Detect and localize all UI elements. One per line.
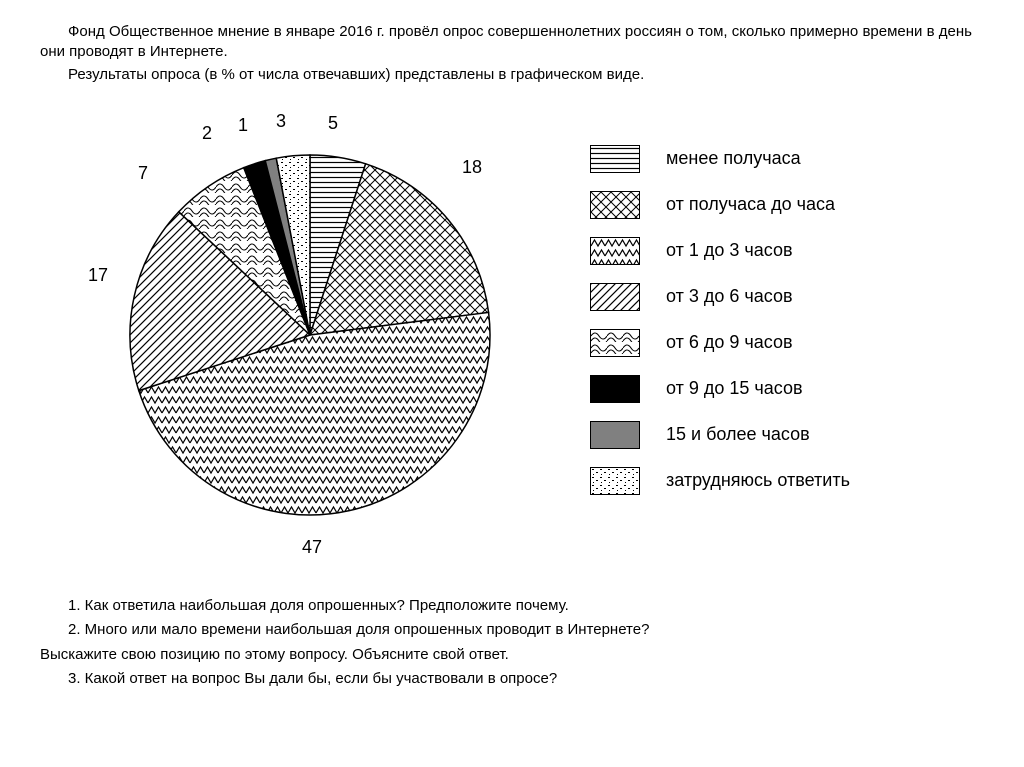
pie-container: 5 18 47 17 7 2 1 3 <box>40 105 560 565</box>
legend-label-4: от 6 до 9 часов <box>666 332 793 353</box>
legend-label-7: затрудняюсь ответить <box>666 470 850 491</box>
intro-text: Фонд Общественное мнение в январе 2016 г… <box>40 22 984 85</box>
legend-row-6: 15 и более часов <box>590 421 850 449</box>
slice-label-2: 47 <box>302 537 322 558</box>
legend-swatch-3 <box>590 283 640 311</box>
legend-swatch-2 <box>590 237 640 265</box>
intro-line-1: Фонд Общественное мнение в январе 2016 г… <box>40 22 984 63</box>
legend-row-4: от 6 до 9 часов <box>590 329 850 357</box>
slice-label-6: 1 <box>238 115 248 136</box>
question-1: 1. Как ответила наибольшая доля опрошенн… <box>40 595 984 618</box>
pie-chart <box>120 145 500 525</box>
slice-label-0: 5 <box>328 113 338 134</box>
questions: 1. Как ответила наибольшая доля опрошенн… <box>40 595 984 691</box>
legend-swatch-5 <box>590 375 640 403</box>
legend-swatch-4 <box>590 329 640 357</box>
legend-row-3: от 3 до 6 часов <box>590 283 850 311</box>
question-2b: Выскажите свою позицию по этому вопросу.… <box>40 644 984 667</box>
legend-label-6: 15 и более часов <box>666 424 810 445</box>
legend-label-0: менее получаса <box>666 148 801 169</box>
legend-swatch-6 <box>590 421 640 449</box>
legend-label-2: от 1 до 3 часов <box>666 240 793 261</box>
legend-row-1: от получаса до часа <box>590 191 850 219</box>
chart-area: 5 18 47 17 7 2 1 3 менее получаса от получаса до… <box>40 105 984 565</box>
legend-row-2: от 1 до 3 часов <box>590 237 850 265</box>
question-2a: 2. Много или мало времени наибольшая дол… <box>40 619 984 642</box>
legend-swatch-7 <box>590 467 640 495</box>
legend-label-3: от 3 до 6 часов <box>666 286 793 307</box>
legend-label-1: от получаса до часа <box>666 194 835 215</box>
legend-swatch-1 <box>590 191 640 219</box>
slice-label-7: 3 <box>276 111 286 132</box>
legend-row-7: затрудняюсь ответить <box>590 467 850 495</box>
legend-swatch-0 <box>590 145 640 173</box>
slice-label-5: 2 <box>202 123 212 144</box>
slice-label-3: 17 <box>88 265 108 286</box>
legend: менее получаса от получаса до часа от 1 до… <box>590 145 850 513</box>
slice-label-1: 18 <box>462 157 482 178</box>
question-3: 3. Какой ответ на вопрос Вы дали бы, есл… <box>40 668 984 691</box>
legend-label-5: от 9 до 15 часов <box>666 378 803 399</box>
intro-line-2: Результаты опроса (в % от числа отвечавш… <box>40 65 984 85</box>
legend-row-0: менее получаса <box>590 145 850 173</box>
slice-label-4: 7 <box>138 163 148 184</box>
legend-row-5: от 9 до 15 часов <box>590 375 850 403</box>
